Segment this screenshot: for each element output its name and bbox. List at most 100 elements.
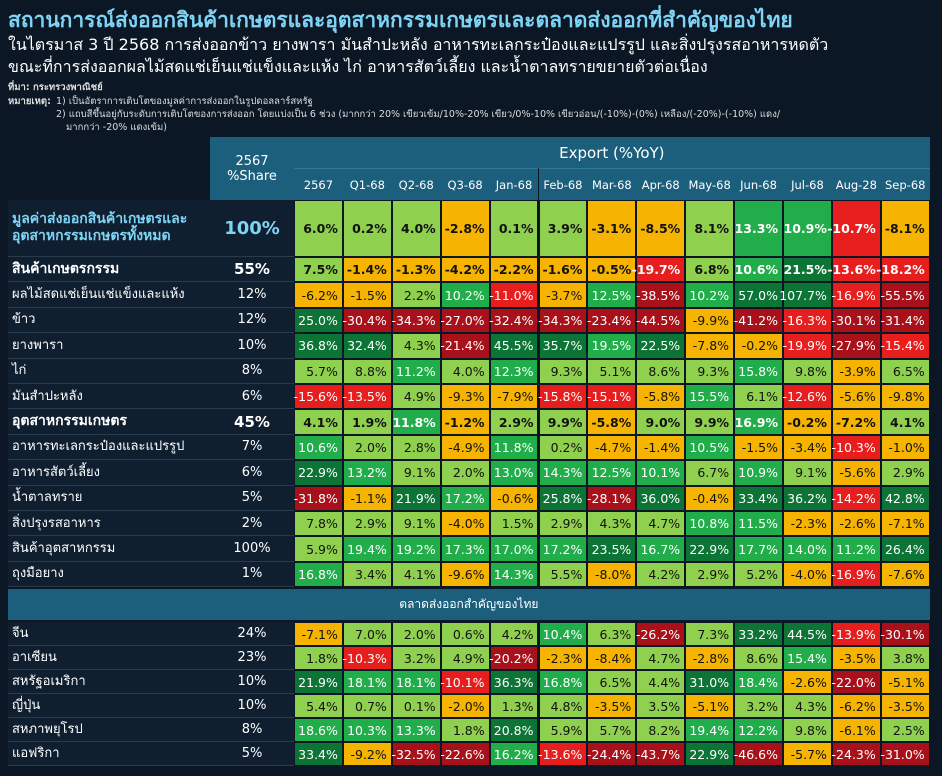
value-cell: 19.4%	[685, 718, 735, 743]
value-cell: -26.2%	[636, 622, 686, 647]
value-cell: -22.6%	[440, 742, 490, 767]
value-cell: -0.2%	[783, 409, 832, 435]
value-cell: -5.8%	[587, 409, 637, 435]
row-share: 2%	[210, 511, 294, 537]
value-cell: 4.1%	[294, 409, 343, 435]
value-cell: -0.4%	[685, 485, 735, 511]
row-share: 10%	[210, 694, 294, 719]
value-cell: -0.6%	[489, 485, 539, 511]
row-share: 12%	[210, 307, 294, 334]
value-cell: 11.2%	[391, 358, 441, 384]
row-name: อาหารสัตว์เลี้ยง	[8, 460, 210, 486]
value-cell: -23.4%	[587, 307, 637, 334]
value-cell: -30.1%	[832, 307, 881, 334]
value-cell: 2.5%	[880, 718, 930, 743]
row-name: ผลไม้สดแช่เย็นแช่แข็งและแห้ง	[8, 282, 210, 308]
value-cell: 1.3%	[489, 694, 539, 719]
value-cell: -30.1%	[880, 622, 930, 647]
value-cell: 4.0%	[440, 358, 490, 384]
value-cell: 0.6%	[440, 622, 490, 647]
value-cell: -5.6%	[831, 460, 881, 486]
value-cell: 0.2%	[538, 434, 588, 461]
column-header: 2567	[294, 168, 343, 200]
value-cell: -2.6%	[831, 511, 881, 537]
value-cell: 33.4%	[294, 742, 343, 767]
value-cell: -1.5%	[342, 282, 392, 308]
value-cell: -12.6%	[783, 384, 832, 410]
value-cell: 0.2%	[342, 200, 392, 257]
value-cell: 14.3%	[538, 460, 588, 486]
column-header: Aug-28	[831, 168, 881, 200]
subtitle: ในไตรมาส 3 ปี 2568 การส่งออกข้าว ยางพารา…	[8, 35, 829, 54]
row-name: สินค้าอุตสาหกรรม	[8, 536, 210, 562]
value-cell: -8.1%	[880, 200, 930, 257]
value-cell: -27.0%	[440, 307, 490, 334]
value-cell: -34.3%	[538, 307, 588, 334]
row-name: ไก่	[8, 358, 210, 384]
value-cell: 4.3%	[587, 511, 637, 537]
value-cell: -16.3%	[783, 307, 832, 334]
value-cell: 9.1%	[391, 511, 441, 537]
value-cell: -15.1%	[587, 384, 637, 410]
value-cell: 21.9%	[391, 485, 441, 511]
value-cell: 42.8%	[880, 485, 930, 511]
value-cell: 3.5%	[636, 694, 686, 719]
value-cell: 9.1%	[783, 460, 832, 486]
value-cell: -44.5%	[636, 307, 686, 334]
value-cell: 5.9%	[294, 536, 343, 562]
value-cell: -30.4%	[343, 307, 392, 334]
value-cell: -10.3%	[343, 646, 392, 671]
value-cell: 9.3%	[685, 358, 735, 384]
value-cell: -1.6%	[538, 257, 588, 283]
note: มากกว่า -20% แดงเข้ม)	[66, 122, 167, 133]
value-cell: 17.0%	[489, 536, 539, 562]
column-header: Mar-68	[587, 168, 637, 200]
value-cell: -10.3%	[832, 434, 881, 461]
value-cell: -3.5%	[831, 646, 881, 671]
row-share: 12%	[210, 282, 294, 308]
value-cell: 5.7%	[587, 718, 637, 743]
value-cell: -3.9%	[831, 358, 881, 384]
row-share: 8%	[210, 718, 294, 743]
value-cell: 2.0%	[342, 434, 392, 461]
value-cell: -31.4%	[880, 307, 930, 334]
value-cell: 22.5%	[636, 333, 686, 359]
value-cell: -34.3%	[391, 307, 441, 334]
value-cell: 14.0%	[783, 536, 832, 562]
value-cell: 5.5%	[538, 561, 588, 588]
row-share: 5%	[210, 742, 294, 767]
value-cell: -8.4%	[587, 646, 637, 671]
value-cell: 2.9%	[538, 511, 588, 537]
value-cell: 12.5%	[587, 460, 637, 486]
row-share: 6%	[210, 460, 294, 486]
column-header: May-68	[685, 168, 735, 200]
value-cell: 19.2%	[391, 536, 441, 562]
value-cell: -0.5%	[587, 257, 637, 283]
value-cell: 0.1%	[391, 694, 441, 719]
export-header: Export (%YoY)	[294, 137, 930, 168]
value-cell: 7.3%	[685, 622, 735, 647]
value-cell: -3.5%	[587, 694, 637, 719]
value-cell: -2.0%	[440, 694, 490, 719]
value-cell: 15.5%	[685, 384, 735, 410]
value-cell: 15.8%	[734, 358, 783, 384]
value-cell: 36.2%	[783, 485, 832, 511]
value-cell: 19.5%	[587, 333, 637, 359]
row-name: มูลค่าส่งออกสินค้าเกษตรและอุตสาหกรรมเกษต…	[8, 200, 210, 257]
value-cell: 25.0%	[294, 307, 343, 334]
value-cell: -13.9%	[832, 622, 881, 647]
value-cell: -46.6%	[734, 742, 783, 767]
value-cell: -5.6%	[831, 384, 881, 410]
column-header: Feb-68	[538, 168, 588, 200]
row-share: 8%	[210, 358, 294, 384]
value-cell: -7.1%	[880, 511, 930, 537]
value-cell: 10.9%	[783, 200, 832, 257]
value-cell: -15.8%	[538, 384, 588, 410]
value-cell: 1.5%	[489, 511, 539, 537]
value-cell: 9.1%	[391, 460, 441, 486]
value-cell: 2.9%	[489, 409, 539, 435]
value-cell: -41.2%	[734, 307, 783, 334]
value-cell: -16.9%	[832, 282, 881, 308]
value-cell: 18.4%	[734, 670, 783, 695]
value-cell: 36.3%	[489, 670, 539, 695]
